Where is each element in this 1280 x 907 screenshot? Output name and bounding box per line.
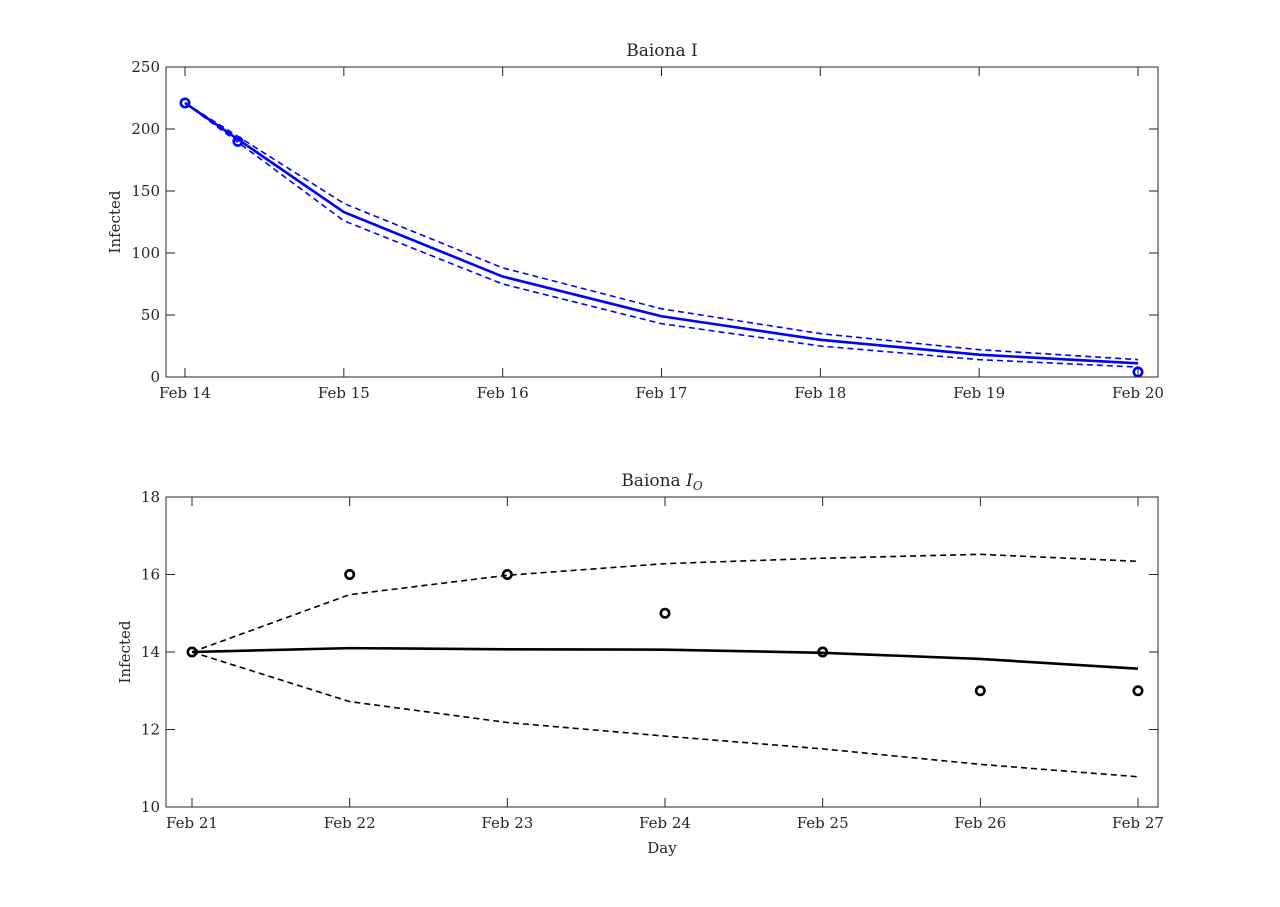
top-series-bound-line-1 <box>184 102 1139 361</box>
bottom-x-axis-label: Day <box>647 839 677 857</box>
top-x-tick-label: Feb 15 <box>318 384 370 402</box>
bottom-x-tick-label: Feb 26 <box>954 814 1006 832</box>
bottom-chart-title-subscript: O <box>693 479 703 493</box>
top-series-bound-line-2 <box>184 102 1139 368</box>
bottom-series-mean-line <box>191 646 1139 670</box>
top-x-tick-label: Feb 18 <box>794 384 846 402</box>
bottom-x-tick-label: Feb 24 <box>639 814 691 832</box>
bottom-chart-title-symbol: I <box>685 471 693 491</box>
top-observed-point <box>232 135 244 147</box>
bottom-x-tick-label: Feb 27 <box>1112 814 1164 832</box>
bottom-y-tick-label: 14 <box>141 643 160 661</box>
bottom-chart-title-main: Baiona <box>621 471 686 491</box>
top-x-tick-label: Feb 17 <box>636 384 688 402</box>
top-y-axis-label: Infected <box>106 190 124 253</box>
top-observed-point <box>1132 366 1144 378</box>
bottom-y-axis-label: Infected <box>116 620 134 683</box>
bottom-chart-title: Baiona IO <box>621 471 703 493</box>
bottom-x-tick-label: Feb 21 <box>166 814 218 832</box>
bottom-y-tick-label: 18 <box>141 488 160 506</box>
bottom-x-tick-label: Feb 23 <box>481 814 533 832</box>
top-axes-frame <box>165 66 1159 378</box>
bottom-series-bound-line-1 <box>191 553 1139 653</box>
top-plot-area: 0 50 100 150 200 250 Feb 14 Feb 15 Feb 16 Feb 17 F… <box>131 58 1164 402</box>
top-chart-panel: Baiona I Infected 0 50 100 150 200 250 Feb 14 F… <box>106 41 1164 402</box>
top-y-tick-label: 100 <box>131 244 160 262</box>
top-x-tick-label: Feb 16 <box>477 384 529 402</box>
bottom-y-tick-label: 10 <box>141 798 160 816</box>
bottom-x-tick-label: Feb 25 <box>797 814 849 832</box>
bottom-plot-area: 10 12 14 16 18 Feb 21 Feb 22 Feb 23 Feb 24 Feb 25… <box>141 488 1164 832</box>
top-y-tick-label: 250 <box>131 58 160 76</box>
bottom-observed-point <box>974 685 986 697</box>
top-observed-point <box>179 97 191 109</box>
top-x-tick-label: Feb 14 <box>159 384 211 402</box>
bottom-observed-point <box>817 646 829 658</box>
bottom-observed-point <box>186 646 198 658</box>
top-y-tick-label: 150 <box>131 182 160 200</box>
bottom-chart-panel: Baiona IO Infected Day 10 12 14 16 18 Feb 21 F… <box>116 471 1164 857</box>
top-y-tick-label: 200 <box>131 120 160 138</box>
bottom-axes-frame <box>165 496 1159 808</box>
top-y-tick-label: 0 <box>150 368 160 386</box>
top-x-tick-label: Feb 20 <box>1112 384 1164 402</box>
top-chart-title: Baiona I <box>626 41 698 61</box>
top-y-tick-label: 50 <box>141 306 160 324</box>
bottom-observed-point <box>501 568 513 580</box>
bottom-observed-point <box>1132 685 1144 697</box>
bottom-observed-point <box>344 568 356 580</box>
top-series-mean-line <box>184 101 1139 365</box>
bottom-y-tick-label: 12 <box>141 721 160 739</box>
bottom-y-tick-label: 16 <box>141 566 160 584</box>
top-x-tick-label: Feb 19 <box>953 384 1005 402</box>
bottom-observed-point <box>659 607 671 619</box>
bottom-series-bound-line-2 <box>191 651 1139 778</box>
bottom-x-tick-label: Feb 22 <box>324 814 376 832</box>
